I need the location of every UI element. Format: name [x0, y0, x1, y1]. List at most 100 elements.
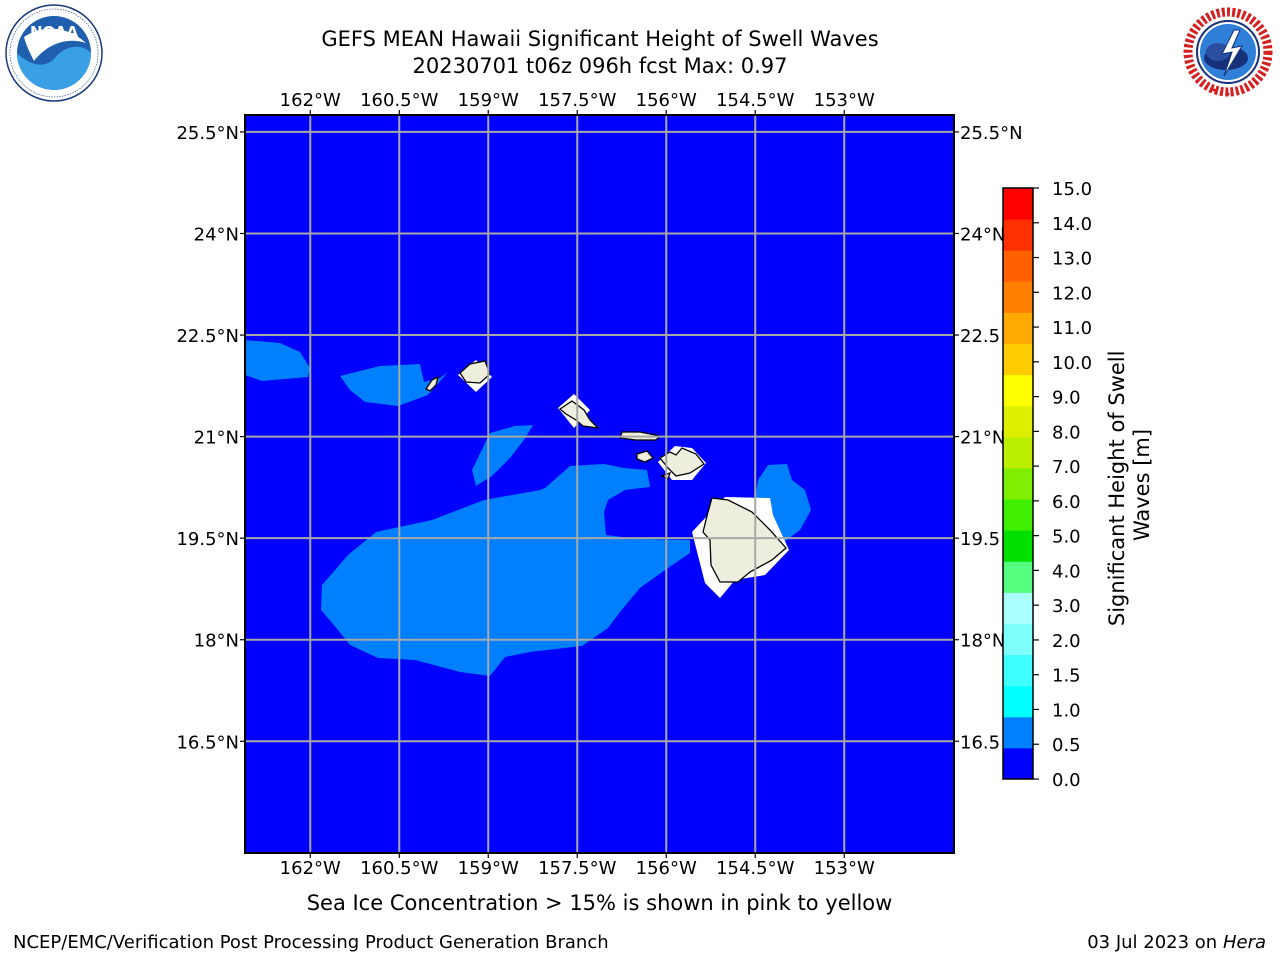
colorbar-segment: [1003, 654, 1033, 687]
colorbar-segment: [1003, 530, 1033, 562]
swell-area-south-lee: [321, 464, 690, 676]
footer-credit: NCEP/EMC/Verification Post Processing Pr…: [13, 932, 609, 953]
colorbar-segment: [1003, 343, 1033, 376]
swell-area-west-edge: [245, 340, 310, 381]
swell-area-kauai-plume: [340, 364, 448, 406]
lat-label-left: 19.5°N: [176, 529, 239, 550]
colorbar-tick-label: 0.5: [1052, 735, 1081, 756]
colorbar-tick-label: 12.0: [1052, 283, 1092, 304]
island-niihau: [425, 375, 439, 392]
colorbar-tick-label: 1.5: [1052, 666, 1081, 687]
noaa-logo-text: NOAA: [30, 23, 79, 41]
swell-band-0-5-to-1-0: [245, 340, 811, 676]
lon-label-bottom: 162°W: [280, 858, 341, 879]
chart-subtitle-run-info: 20230701 t06z 096h fcst Max: 0.97: [412, 54, 788, 78]
colorbar-segment: [1003, 281, 1033, 313]
swell-area-oahu-channel: [472, 425, 533, 486]
lat-label-left: 16.5°N: [176, 732, 239, 753]
colorbar-tick-label: 9.0: [1052, 388, 1081, 409]
colorbar-segment: [1003, 685, 1033, 718]
map-frame: [240, 110, 959, 858]
lat-label-right: 18°N: [960, 631, 1005, 652]
colorbar-tick-label: 10.0: [1052, 353, 1092, 374]
island-oahu: [558, 400, 600, 429]
colorbar-segment: [1003, 499, 1033, 531]
colorbar-tick-label: 2.0: [1052, 631, 1081, 652]
colorbar-tick-label: 4.0: [1052, 561, 1081, 582]
colorbar-segment: [1003, 467, 1033, 500]
colorbar-tick-label: 3.0: [1052, 596, 1081, 617]
colorbar-tick-label: 7.0: [1052, 457, 1081, 478]
colorbar-tick-label: 6.0: [1052, 492, 1081, 513]
island-kauai: [459, 360, 491, 384]
colorbar-segment: [1003, 219, 1033, 251]
chart-title: GEFS MEAN Hawaii Significant Height of S…: [321, 27, 879, 51]
colorbar-segment: [1003, 374, 1033, 407]
lat-label-right: 21°N: [960, 428, 1005, 449]
colorbar-label-line2: Waves [m]: [1130, 429, 1154, 541]
colorbar-tick-label: 14.0: [1052, 214, 1092, 235]
lat-label-right: 24°N: [960, 224, 1005, 245]
colorbar-segment: [1003, 250, 1033, 282]
graticule: [245, 115, 954, 853]
lat-label-right: 25.5°N: [960, 123, 1023, 144]
lon-label-top: 157.5°W: [538, 90, 617, 111]
footer-host: Hera: [1222, 932, 1266, 953]
lon-label-bottom: 159°W: [458, 858, 519, 879]
footer-date: 03 Jul 2023 on Hera: [1087, 932, 1266, 953]
lon-label-top: 154.5°W: [716, 90, 795, 111]
lon-label-bottom: 153°W: [814, 858, 875, 879]
lon-label-bottom: 160.5°W: [360, 858, 439, 879]
colorbar-tick-label: 8.0: [1052, 422, 1081, 443]
lat-label-left: 18°N: [194, 631, 239, 652]
axis-ticks: [240, 110, 959, 858]
lon-label-bottom: 157.5°W: [538, 858, 617, 879]
lon-label-top: 162°W: [280, 90, 341, 111]
axis-labels: 162°W 162°W 160.5°W 160.5°W 159°W 159°W 157.5°…: [176, 90, 1022, 879]
footer-date-text: 03 Jul 2023 on: [1087, 932, 1223, 953]
lat-label-left: 25.5°N: [176, 123, 239, 144]
colorbar-segment: [1003, 716, 1033, 749]
lat-label-left: 22.5°N: [176, 326, 239, 347]
colorbar-segment: [1003, 592, 1033, 624]
lat-label-right: 19.5: [960, 529, 1000, 550]
lon-label-bottom: 156°W: [636, 858, 697, 879]
colorbar-tick-label: 11.0: [1052, 318, 1092, 339]
colorbar-segments: [1003, 188, 1033, 780]
colorbar-segment: [1003, 188, 1033, 220]
colorbar-tick-label: 13.0: [1052, 249, 1092, 270]
lon-label-top: 160.5°W: [360, 90, 439, 111]
colorbar-tick-label: 5.0: [1052, 527, 1081, 548]
islands: [425, 360, 787, 583]
noaa-logo-icon: NOAA: [5, 4, 103, 102]
colorbar: 0.0 0.5 1.0 1.5 2.0 3.0 4.0 5.0 6.0 7.0 8.0 9.0 10.0…: [1002, 179, 1154, 791]
colorbar-segment: [1003, 436, 1033, 469]
colorbar-segment: [1003, 312, 1033, 345]
lon-label-top: 159°W: [458, 90, 519, 111]
island-maui: [659, 447, 705, 477]
lon-label-bottom: 154.5°W: [716, 858, 795, 879]
colorbar-tick-label: 15.0: [1052, 179, 1092, 200]
swell-area-big-island-east: [755, 464, 811, 545]
lon-label-top: 156°W: [636, 90, 697, 111]
lat-label-right: 22.5: [960, 326, 1000, 347]
sea-ice-note: Sea Ice Concentration > 15% is shown in …: [306, 891, 893, 915]
colorbar-border: [1002, 187, 1034, 780]
lat-label-left: 24°N: [194, 224, 239, 245]
national-weather-service-logo-icon: [1180, 4, 1276, 100]
map-border: [244, 114, 955, 854]
colorbar-label: Significant Height of Swell Waves [m]: [1105, 344, 1154, 626]
colorbar-tick-label: 0.0: [1052, 770, 1081, 791]
colorbar-tick-label: 1.0: [1052, 700, 1081, 721]
colorbar-segment: [1003, 747, 1033, 780]
colorbar-tick-labels: 0.0 0.5 1.0 1.5 2.0 3.0 4.0 5.0 6.0 7.0 8.0 9.0 10.0…: [1033, 179, 1092, 791]
colorbar-segment: [1003, 405, 1033, 438]
island-lanai: [636, 450, 655, 463]
colorbar-label-line1: Significant Height of Swell: [1105, 351, 1129, 627]
colorbar-segment: [1003, 623, 1033, 656]
colorbar-segment: [1003, 561, 1033, 593]
lat-label-left: 21°N: [194, 428, 239, 449]
lat-label-right: 16.5: [960, 732, 1000, 753]
lon-label-top: 153°W: [814, 90, 875, 111]
